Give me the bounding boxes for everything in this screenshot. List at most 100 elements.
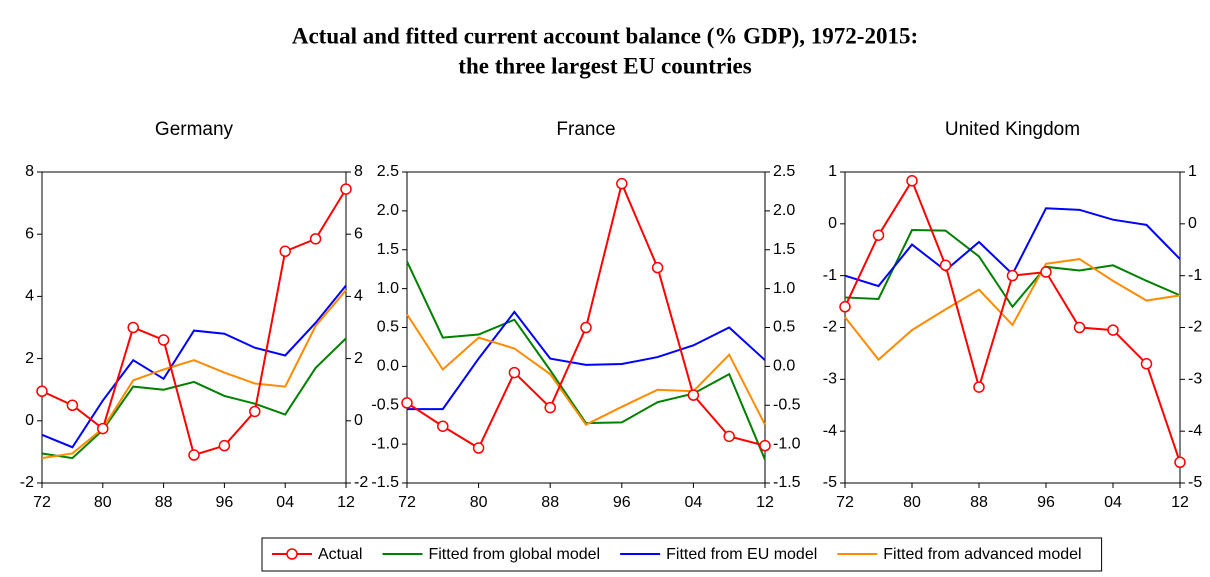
- data-point: [616, 177, 628, 190]
- x-tick-label: 88: [155, 494, 173, 511]
- y-tick-label: -4: [823, 422, 837, 439]
- y2-tick-label: 0.5: [773, 319, 795, 336]
- legend-label: Actual: [318, 546, 362, 563]
- series-line: Fitted from EU model: [41, 284, 347, 449]
- y-tick-label: -1.5: [371, 474, 399, 491]
- data-point: [1040, 266, 1052, 278]
- x-tick-label: 96: [613, 494, 631, 511]
- data-point: [906, 175, 918, 187]
- data-point: [218, 439, 231, 452]
- y-tick-label: 2.0: [377, 202, 399, 219]
- x-tick-label: 80: [903, 494, 921, 511]
- y2-tick-label: 2.5: [773, 163, 795, 180]
- x-tick-label: 12: [756, 494, 774, 511]
- y-tick-label: -1.0: [371, 435, 399, 452]
- data-point: [401, 397, 413, 409]
- series-line: Fitted from global model: [844, 229, 1181, 309]
- data-point: [127, 321, 139, 334]
- data-point: [36, 385, 48, 398]
- data-point: [872, 229, 885, 241]
- x-tick-label: 72: [398, 494, 416, 511]
- data-point: [973, 381, 985, 393]
- data-point: [66, 399, 79, 411]
- x-tick-label: 88: [541, 494, 559, 511]
- x-tick-label: 96: [216, 494, 234, 511]
- y2-tick-label: 1.0: [773, 280, 795, 297]
- y-tick-label: 0.5: [377, 319, 399, 336]
- data-point: [309, 233, 322, 245]
- data-point: [1006, 269, 1019, 282]
- y-tick-label: 2: [25, 350, 34, 367]
- y2-tick-label: 0: [354, 412, 363, 429]
- y-tick-label: 2.5: [377, 163, 399, 180]
- y2-tick-label: 8: [354, 163, 363, 180]
- series-line: Fitted from advanced model: [406, 313, 766, 426]
- x-tick-label: 04: [1104, 494, 1122, 511]
- y2-tick-label: 4: [354, 288, 363, 305]
- y2-tick-label: -2: [1188, 319, 1202, 336]
- x-tick-label: 80: [470, 494, 488, 511]
- plot-frame: [41, 171, 347, 484]
- y-tick-label: 8: [25, 163, 34, 180]
- y2-tick-label: -0.5: [773, 396, 801, 413]
- y2-tick-label: 2.0: [773, 202, 795, 219]
- data-point: [939, 259, 952, 272]
- y2-tick-label: 1.5: [773, 241, 795, 258]
- series-line: Fitted from advanced model: [844, 258, 1181, 362]
- legend-label: Fitted from EU model: [666, 546, 817, 563]
- data-point: [157, 334, 170, 346]
- data-point: [839, 301, 851, 313]
- panel-title: United Kingdom: [945, 119, 1080, 140]
- y-tick-label: 6: [25, 225, 34, 242]
- y2-tick-label: 1: [1188, 163, 1197, 180]
- data-point: [188, 449, 200, 461]
- y-tick-label: 4: [25, 288, 34, 305]
- chart-title: Actual and fitted current account balanc…: [292, 23, 918, 48]
- data-point: [1140, 358, 1153, 370]
- y-tick-label: 1.0: [377, 280, 399, 297]
- data-point: [723, 430, 735, 443]
- x-tick-label: 04: [685, 494, 703, 511]
- panel-title: Germany: [155, 119, 234, 140]
- data-point: [651, 261, 664, 274]
- y2-tick-label: -4: [1188, 422, 1202, 439]
- series-line: Fitted from EU model: [407, 310, 766, 411]
- series-line: Actual: [406, 180, 766, 450]
- y-tick-label: 0: [25, 412, 34, 429]
- plot-frame: [844, 171, 1181, 484]
- x-tick-label: 80: [94, 494, 112, 511]
- legend-label: Fitted from global model: [428, 546, 600, 563]
- y2-tick-label: -1.5: [773, 474, 801, 491]
- data-point: [1107, 324, 1119, 336]
- series-line: Fitted from global model: [41, 337, 347, 460]
- series-line: Fitted from global model: [406, 260, 766, 461]
- data-point: [249, 405, 261, 418]
- y2-tick-label: -2: [354, 474, 368, 491]
- data-point: [508, 366, 521, 379]
- data-point: [340, 183, 352, 195]
- y2-tick-label: 6: [354, 225, 363, 242]
- x-tick-label: 72: [33, 494, 51, 511]
- y-tick-label: 1.5: [377, 241, 399, 258]
- y-tick-label: -1: [823, 267, 837, 284]
- chart-title: the three largest EU countries: [458, 53, 751, 78]
- y-tick-label: 0: [828, 215, 837, 232]
- legend-label: Fitted from advanced model: [883, 546, 1081, 563]
- y-tick-label: 1: [828, 163, 837, 180]
- data-point: [1073, 321, 1086, 334]
- x-tick-label: 72: [836, 494, 854, 511]
- legend-marker: [286, 548, 298, 560]
- series-line: Actual: [41, 188, 347, 457]
- y2-tick-label: -1: [1188, 267, 1202, 284]
- data-point: [687, 389, 700, 401]
- y-tick-label: -2: [20, 474, 34, 491]
- y2-tick-label: 0: [1188, 215, 1197, 232]
- data-point: [279, 245, 291, 258]
- data-point: [437, 420, 449, 432]
- data-point: [759, 439, 771, 452]
- y-tick-label: -5: [823, 474, 837, 491]
- y-tick-label: -0.5: [371, 396, 399, 413]
- data-point: [472, 442, 485, 454]
- x-tick-label: 88: [970, 494, 988, 511]
